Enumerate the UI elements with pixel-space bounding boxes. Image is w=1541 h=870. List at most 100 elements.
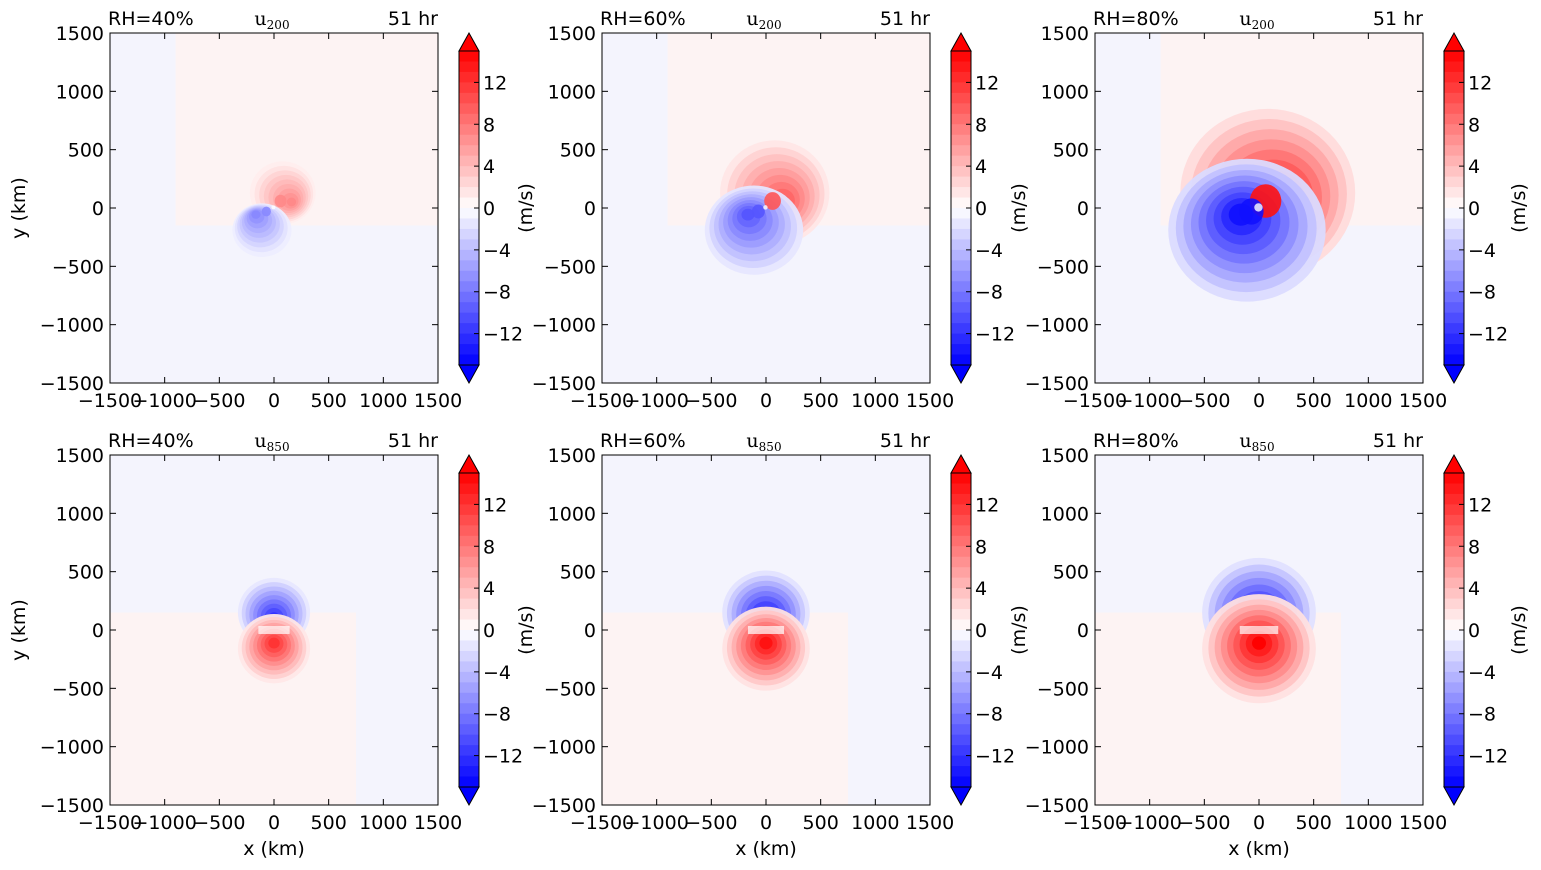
- colorbar-tick-label: −8: [1468, 282, 1496, 304]
- x-tick-label: −1500: [78, 812, 142, 834]
- field: [110, 33, 438, 383]
- colorbar-segment: [1444, 745, 1464, 757]
- x-tick-label: 1000: [359, 390, 407, 412]
- colorbar-segment: [1444, 176, 1464, 188]
- colorbar-segment: [951, 323, 971, 335]
- colorbar-segment: [951, 640, 971, 652]
- x-tick-label: −1000: [625, 390, 689, 412]
- colorbar-segment: [459, 556, 479, 568]
- x-tick-label: 1000: [359, 812, 407, 834]
- colorbar-segment: [459, 82, 479, 94]
- x-tick-label: −1000: [133, 390, 197, 412]
- colorbar-label: (m/s): [515, 605, 537, 655]
- colorbar-segment: [459, 260, 479, 272]
- blue-core: [1239, 198, 1264, 225]
- x-tick-label: 500: [311, 812, 347, 834]
- colorbar-segment: [951, 567, 971, 579]
- colorbar-tick-label: 8: [1468, 536, 1480, 558]
- colorbar-segment: [951, 504, 971, 516]
- colorbar-segment: [951, 51, 971, 63]
- colorbar-segment: [1444, 323, 1464, 335]
- y-axis-label: y (km): [8, 599, 30, 661]
- colorbar-tick-label: 4: [1468, 578, 1480, 600]
- colorbar-segment: [1444, 703, 1464, 715]
- colorbar-segment: [1444, 724, 1464, 736]
- variable-symbol: u: [1239, 8, 1251, 30]
- y-tick-label: 1000: [56, 81, 104, 103]
- colorbar-tick-label: −12: [975, 746, 1015, 768]
- colorbar-tick-label: −12: [975, 324, 1015, 346]
- colorbar-segment: [951, 197, 971, 209]
- colorbar-segment: [1444, 61, 1464, 73]
- colorbar-tick-label: −8: [975, 704, 1003, 726]
- colorbar-segment: [1444, 473, 1464, 485]
- colorbar-segment: [1444, 249, 1464, 261]
- colorbar-segment: [951, 630, 971, 642]
- colorbar-segment: [951, 312, 971, 324]
- y-tick-label: −1000: [1025, 737, 1089, 759]
- colorbar-segment: [1444, 504, 1464, 516]
- red-lobe: [759, 636, 773, 650]
- colorbar-segment: [459, 493, 479, 505]
- panel-bottom-left: −1500−1000−500 0 500 1000 1500150010005000−5…: [8, 430, 523, 860]
- field-patch: [356, 612, 438, 805]
- colorbar-segment: [459, 609, 479, 621]
- colorbar-segment: [459, 197, 479, 209]
- variable-level: 850: [759, 440, 782, 454]
- colorbar-segment: [459, 208, 479, 220]
- y-tick-label: 1000: [548, 81, 596, 103]
- colorbar-segment: [1444, 525, 1464, 537]
- colorbar-segment: [459, 682, 479, 694]
- colorbar-extend-max: [458, 453, 480, 474]
- colorbar-segment: [459, 92, 479, 104]
- colorbar-segment: [951, 514, 971, 526]
- colorbar-segment: [459, 640, 479, 652]
- colorbar-segment: [951, 187, 971, 199]
- x-tick-label: −1000: [1118, 812, 1182, 834]
- y-tick-label: 1000: [548, 503, 596, 525]
- colorbar-extend-min: [1443, 364, 1465, 385]
- colorbar-segment: [1444, 483, 1464, 495]
- colorbar-extend-max: [458, 31, 480, 52]
- colorbar: 12 8 4 0 −4 −8 −12: [950, 31, 1015, 385]
- colorbar-segment: [951, 61, 971, 73]
- colorbar-segment: [459, 692, 479, 704]
- colorbar-segment: [1444, 197, 1464, 209]
- red-core: [764, 192, 781, 210]
- colorbar-segment: [1444, 713, 1464, 725]
- variable-symbol: u: [254, 430, 266, 452]
- colorbar-tick-label: −4: [975, 240, 1003, 262]
- y-tick-label: −1000: [532, 315, 596, 337]
- colorbar-segment: [459, 776, 479, 788]
- colorbar-segment: [951, 577, 971, 589]
- colorbar-segment: [951, 103, 971, 115]
- time-label: 51 hr: [1373, 430, 1423, 452]
- colorbar-segment: [459, 302, 479, 314]
- eye: [271, 205, 276, 210]
- x-tick-label: 1000: [851, 812, 899, 834]
- colorbar-extend-max: [1443, 31, 1465, 52]
- colorbar-tick-label: 4: [975, 156, 987, 178]
- colorbar-segment: [459, 291, 479, 303]
- colorbar-segment: [1444, 493, 1464, 505]
- colorbar-segment: [951, 682, 971, 694]
- y-tick-label: −1500: [532, 373, 596, 395]
- x-tick-label: 500: [803, 390, 839, 412]
- x-tick-label: −1000: [625, 812, 689, 834]
- eye: [763, 205, 768, 210]
- colorbar-segment: [951, 208, 971, 220]
- y-tick-label: 1000: [1041, 503, 1089, 525]
- colorbar-segment: [459, 745, 479, 757]
- colorbar-segment: [459, 525, 479, 537]
- field-patch: [1341, 612, 1423, 805]
- colorbar-segment: [1444, 187, 1464, 199]
- colorbar-label: (m/s): [1008, 183, 1030, 233]
- time-label: 51 hr: [880, 430, 930, 452]
- rh-label: RH=40%: [108, 8, 194, 30]
- colorbar-segment: [1444, 776, 1464, 788]
- colorbar-segment: [1444, 619, 1464, 631]
- colorbar-segment: [459, 755, 479, 767]
- colorbar-tick-label: 12: [1468, 494, 1492, 516]
- rh-label: RH=80%: [1093, 430, 1179, 452]
- y-tick-label: 500: [560, 562, 596, 584]
